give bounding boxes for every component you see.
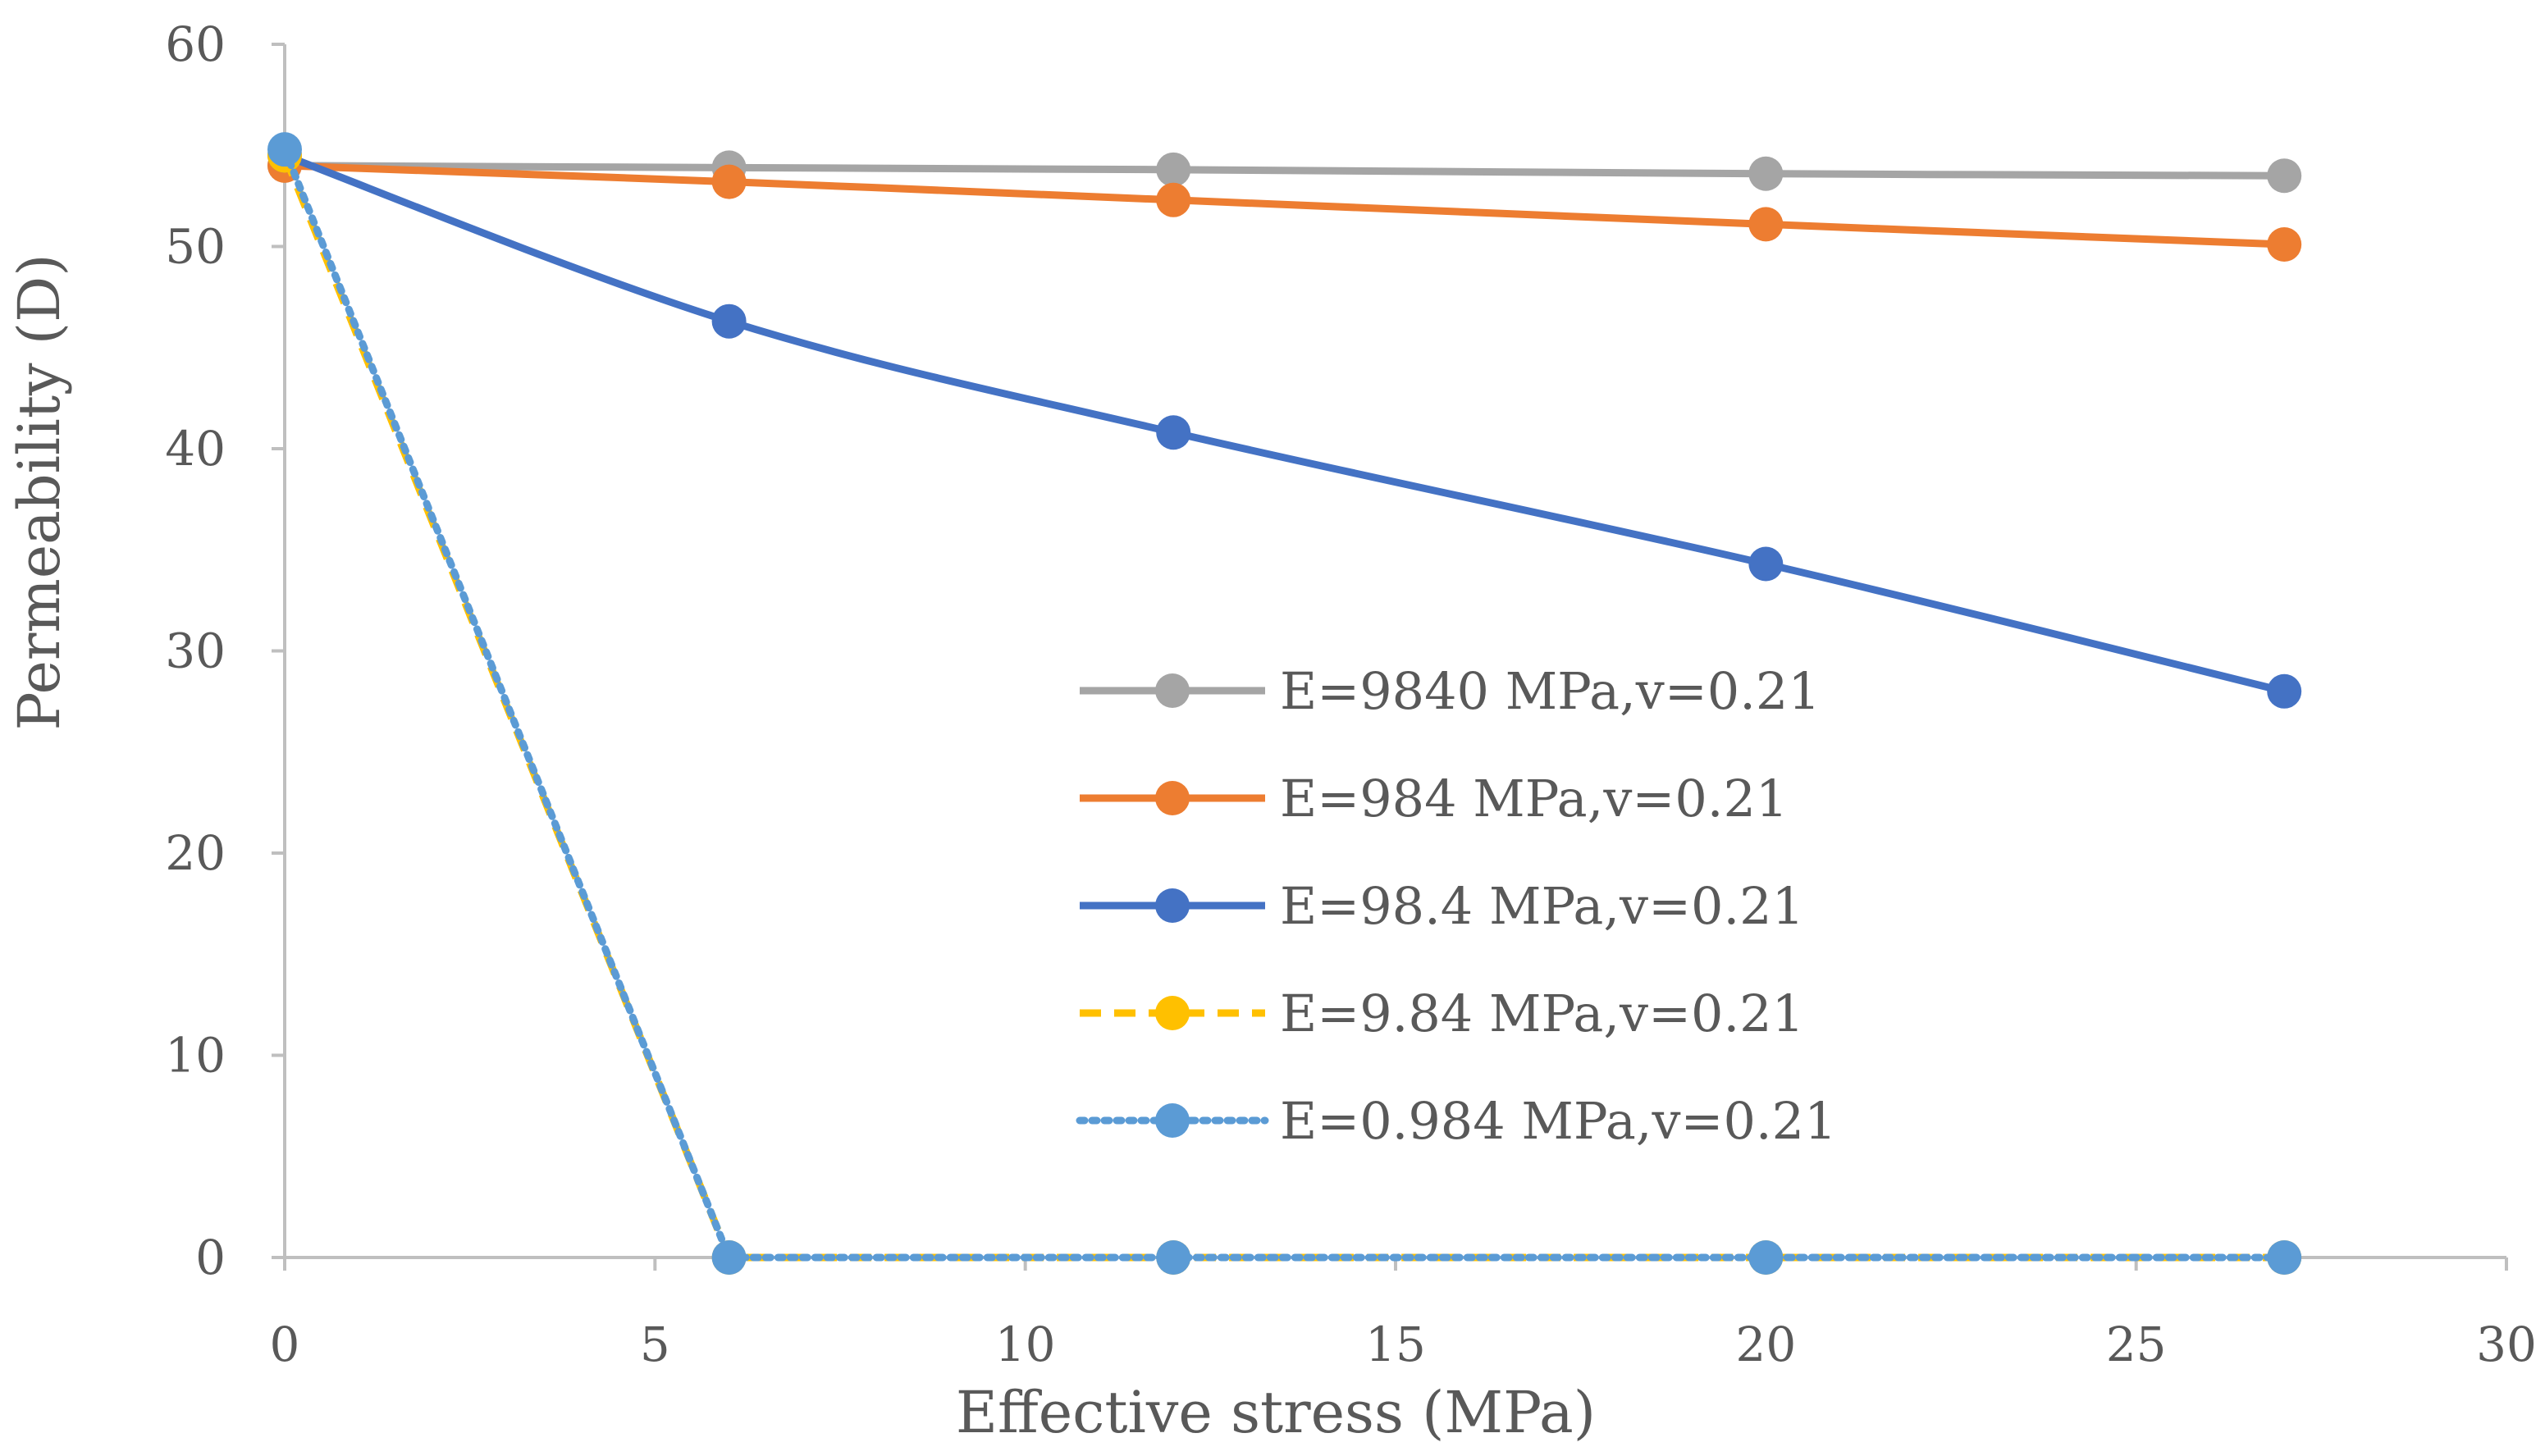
legend-item: E=984 MPa,v=0.21	[1080, 769, 1788, 828]
series-e-98-4-mpa-v-0-21	[267, 138, 2302, 709]
x-tick-label: 0	[270, 1317, 300, 1372]
data-point	[1748, 207, 1784, 242]
data-point	[2267, 673, 2302, 709]
legend: E=9840 MPa,v=0.21 E=984 MPa,v=0.21 E=98.4 …	[1076, 661, 1837, 1151]
y-tick-label: 40	[165, 421, 226, 477]
data-point	[711, 164, 747, 199]
x-tick-label: 30	[2476, 1317, 2537, 1372]
series-e-0-984-mpa-v-0-21	[267, 132, 2302, 1275]
legend-item: E=98.4 MPa,v=0.21	[1080, 876, 1804, 936]
data-point	[1748, 546, 1784, 582]
data-point	[1156, 1240, 1191, 1275]
data-point	[1156, 182, 1191, 217]
legend-item: E=9.84 MPa,v=0.21	[1080, 984, 1804, 1043]
x-tick-label: 25	[2106, 1317, 2167, 1372]
series-layer	[267, 132, 2302, 1275]
data-point	[1748, 156, 1784, 191]
data-point	[1748, 1240, 1784, 1275]
legend-marker	[1155, 673, 1190, 708]
x-tick-label: 10	[995, 1317, 1056, 1372]
series-line	[283, 152, 2286, 696]
x-axis-title: Effective stress (MPa)	[956, 1379, 1596, 1446]
y-tick-label: 20	[165, 825, 226, 881]
data-point	[711, 1240, 747, 1275]
legend-label: E=9.84 MPa,v=0.21	[1280, 984, 1804, 1043]
axes	[272, 43, 2508, 1271]
data-point	[1156, 415, 1191, 450]
x-tick-label: 20	[1735, 1317, 1796, 1372]
data-point	[2267, 227, 2302, 262]
legend-label: E=98.4 MPa,v=0.21	[1280, 876, 1804, 936]
y-tick-label: 10	[165, 1028, 226, 1084]
legend-label: E=0.984 MPa,v=0.21	[1280, 1091, 1837, 1151]
legend-item: E=0.984 MPa,v=0.21	[1076, 1091, 1837, 1151]
legend-item: E=9840 MPa,v=0.21	[1080, 661, 1821, 721]
x-tick-label: 5	[640, 1317, 670, 1372]
legend-marker	[1155, 1103, 1190, 1138]
data-point	[2267, 158, 2302, 194]
y-tick-label: 60	[165, 16, 226, 72]
y-tick-label: 50	[165, 219, 226, 275]
legend-label: E=984 MPa,v=0.21	[1280, 769, 1788, 828]
y-axis-title: Permeability (D)	[6, 253, 73, 730]
y-tick-label: 0	[195, 1230, 226, 1285]
x-tick-label: 15	[1365, 1317, 1426, 1372]
legend-label: E=9840 MPa,v=0.21	[1280, 661, 1821, 721]
legend-marker	[1155, 888, 1190, 923]
data-point	[2267, 1240, 2302, 1275]
legend-marker	[1155, 781, 1190, 815]
series-line	[284, 162, 2285, 249]
legend-marker	[1155, 996, 1190, 1030]
y-tick-label: 30	[165, 623, 226, 679]
data-point	[1156, 152, 1191, 187]
tick-labels: 0 10 20 30 40 50 60 0 5 10 15 20 25 30	[165, 16, 2537, 1372]
series-e-984-mpa-v-0-21	[267, 148, 2302, 262]
data-point	[711, 304, 747, 339]
data-point	[267, 132, 302, 167]
series-line	[284, 162, 2285, 180]
series-e-9840-mpa-v-0-21	[267, 148, 2302, 194]
